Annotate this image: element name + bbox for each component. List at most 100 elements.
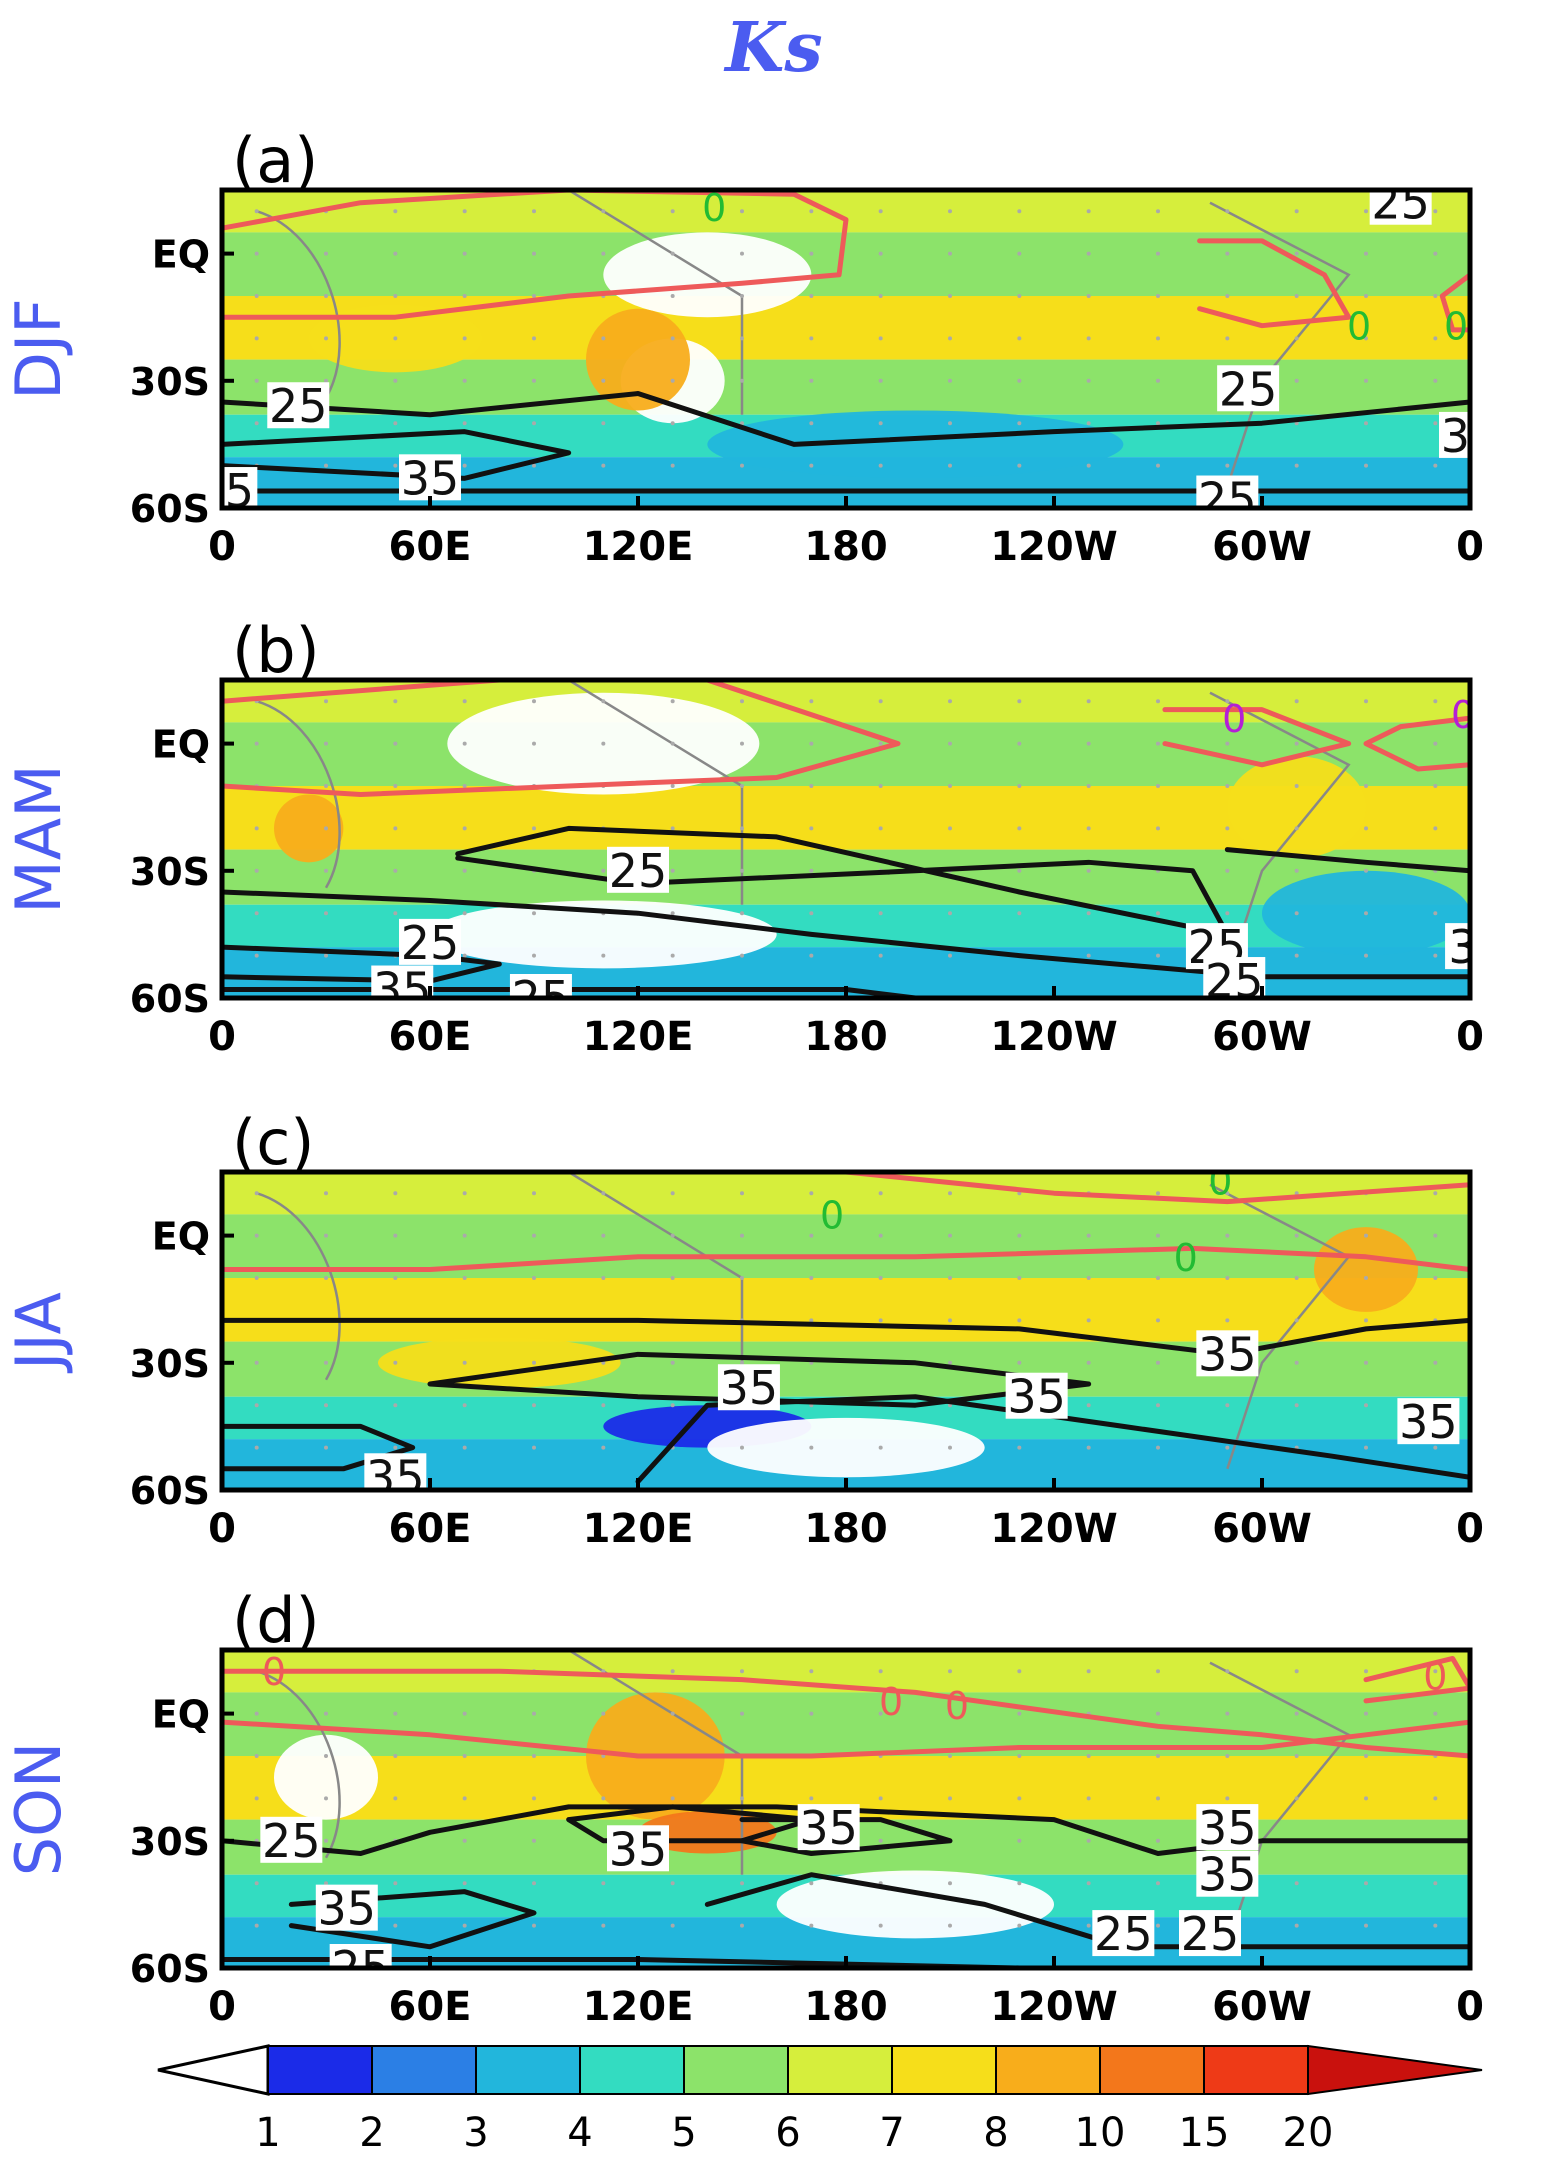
colorbar-tick-label: 10	[1075, 2110, 1126, 2156]
stipple-dot	[1294, 868, 1299, 873]
stipple-dot	[393, 421, 398, 426]
contour-label-8: 35	[1198, 1848, 1257, 1902]
black-contour-2	[222, 944, 502, 984]
stipple-dot	[601, 463, 606, 468]
stipple-dot	[1017, 1233, 1022, 1238]
x-tick-label: 0	[208, 1014, 236, 1060]
contour-label-bg	[1203, 957, 1266, 998]
stipple-dot	[1364, 868, 1368, 873]
stipple-dot	[601, 1445, 606, 1450]
colorbar-above-arrow	[1307, 2044, 1483, 2096]
stipple-dot	[948, 1881, 952, 1886]
contour-label-0: 25	[609, 844, 668, 898]
stipple-dot	[1364, 1923, 1368, 1928]
stipple-dot	[1086, 1838, 1091, 1843]
x-tick-label: 180	[804, 1014, 888, 1060]
x-tick-label: 0	[208, 1506, 236, 1552]
stipple-dot	[324, 1233, 328, 1238]
stipple-dot	[1294, 1360, 1299, 1365]
y-tick-label: 60S	[130, 977, 210, 1021]
stipple-dot	[393, 1360, 398, 1365]
stipple-dot	[1156, 784, 1160, 788]
y-tick-label: 30S	[130, 850, 210, 894]
stipple-dot	[1225, 1276, 1230, 1280]
stipple-dot	[1294, 1669, 1299, 1674]
red-zero-label-2: 0	[945, 1684, 969, 1728]
stipple-dot	[532, 826, 536, 831]
stipple-dot	[1364, 1445, 1368, 1450]
contour-label-bg	[717, 1364, 780, 1411]
contour-label-bg	[797, 1804, 860, 1851]
stipple-dot	[878, 784, 883, 788]
stipple-dot	[462, 699, 467, 704]
stipple-dot	[878, 294, 883, 298]
stipple-dot	[878, 251, 883, 256]
stipple-dot	[601, 336, 606, 341]
stipple-dot	[393, 1754, 398, 1758]
stipple-dot	[393, 1403, 398, 1408]
stipple-dot	[1017, 1360, 1022, 1365]
stipple-dot	[878, 1796, 883, 1801]
stipple-dot	[948, 378, 952, 383]
colorbar-swatch	[371, 2045, 477, 2095]
stipple-dot	[601, 1191, 606, 1196]
green-zero-label-2: 0	[1444, 305, 1468, 349]
stipple-dot	[254, 741, 259, 746]
stipple-dot	[532, 1403, 536, 1408]
stipple-dot	[1433, 1796, 1438, 1801]
stipple-dot	[601, 1796, 606, 1801]
colorbar-tick-label: 8	[983, 2110, 1008, 2156]
red-contour-2	[1363, 715, 1470, 772]
field-blob-2	[274, 794, 344, 863]
stipple-dot	[1364, 421, 1368, 426]
stipple-dot	[1086, 1754, 1091, 1758]
colorbar: 1 2 3 4 5 6 7 8 10 15 20	[157, 2044, 1483, 2156]
stipple-dot	[740, 1360, 744, 1365]
stipple-dot	[462, 1754, 467, 1758]
stipple-dot	[462, 251, 467, 256]
contour-label-bg	[1196, 475, 1259, 508]
stipple-dot	[532, 336, 536, 341]
contour-label-6: 25	[1181, 1907, 1240, 1961]
stipple-dot	[462, 421, 467, 426]
stipple-dot	[324, 1445, 328, 1450]
field-blob-4	[707, 410, 1124, 479]
stipple-dot	[1156, 1754, 1160, 1758]
stipple-dot	[1156, 378, 1160, 383]
stipple-dot	[1433, 378, 1438, 383]
stipple-dot	[601, 1233, 606, 1238]
stipple-dot	[948, 463, 952, 468]
contour-label-bg	[1196, 1804, 1259, 1851]
stipple-dot	[532, 1881, 536, 1886]
stipple-dot	[1364, 336, 1368, 341]
stipple-dot	[254, 1881, 259, 1886]
stipple-dot	[809, 953, 814, 958]
x-tick-label: 60E	[389, 1506, 472, 1552]
contour-label-bg	[607, 1825, 669, 1872]
x-tick-label: 120E	[583, 1984, 694, 2030]
stipple-dot	[878, 1445, 883, 1450]
purple-zero-label-1: 0	[1451, 693, 1475, 737]
stipple-dot	[254, 336, 259, 341]
stipple-dot	[462, 1923, 467, 1928]
contour-label-bg	[364, 1453, 427, 1490]
y-tick-label: 60S	[130, 1947, 210, 1991]
stipple-dot	[462, 1233, 467, 1238]
contour-label-bg	[1196, 1330, 1259, 1377]
stipple-dot	[740, 1669, 744, 1674]
stipple-dot	[254, 294, 259, 298]
stipple-dot	[948, 1360, 952, 1365]
stipple-dot	[393, 699, 398, 704]
stipple-dot	[532, 953, 536, 958]
stipple-dot	[601, 1403, 606, 1408]
stipple-dot	[1433, 209, 1438, 214]
stipple-dot	[1086, 1669, 1091, 1674]
stipple-dot	[532, 1754, 536, 1758]
stipple-dot	[532, 699, 536, 704]
stipple-dot	[324, 1360, 328, 1365]
stipple-dot	[1156, 251, 1160, 256]
contour-label-2: 35	[1198, 1327, 1257, 1381]
y-tick-label: EQ	[152, 233, 210, 277]
stipple-dot	[1294, 699, 1299, 704]
